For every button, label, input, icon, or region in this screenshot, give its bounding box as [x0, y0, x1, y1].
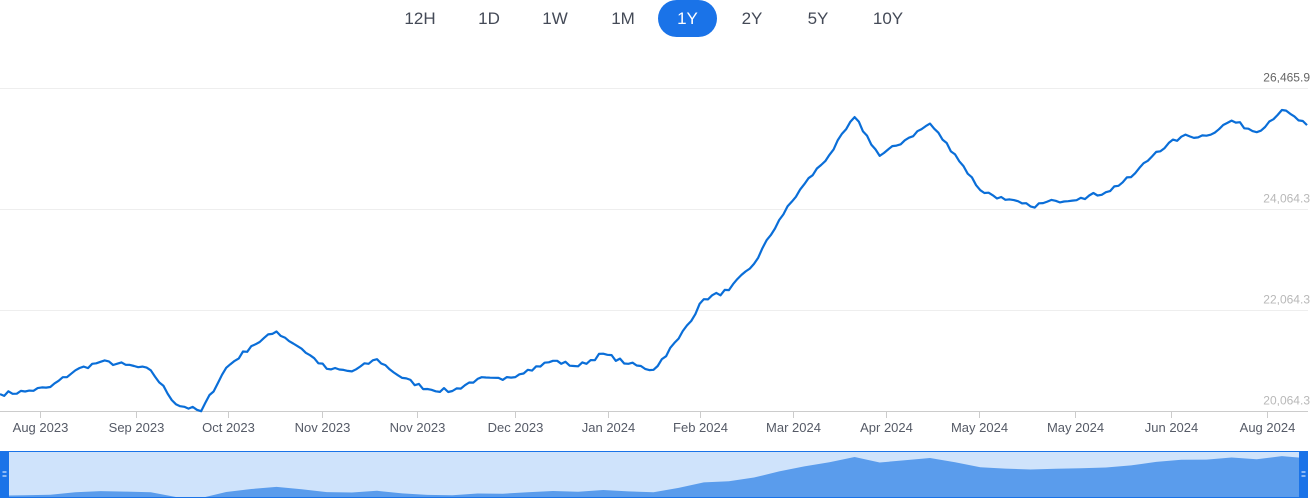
x-tick-label: Dec 2023 — [488, 420, 544, 435]
x-tick-label: Feb 2024 — [673, 420, 728, 435]
navigator-handle-left[interactable] — [0, 451, 9, 498]
range-button-12h[interactable]: 12H — [404, 9, 436, 28]
x-tick-label: May 2024 — [951, 420, 1008, 435]
x-tick-label: Aug 2024 — [1240, 420, 1296, 435]
y-tick-label: 26,465.9 — [1263, 71, 1310, 85]
x-tick-label: Nov 2023 — [295, 420, 351, 435]
navigator-series-area — [0, 456, 1307, 498]
range-button-1d[interactable]: 1D — [478, 9, 500, 28]
grid-lines — [0, 88, 1308, 412]
x-tick-label: Jun 2024 — [1145, 420, 1199, 435]
x-tick-label: Apr 2024 — [860, 420, 913, 435]
range-button-1w[interactable]: 1W — [542, 9, 568, 28]
range-button-1m[interactable]: 1M — [611, 9, 635, 28]
range-button-5y[interactable]: 5Y — [807, 9, 829, 28]
range-button-10y[interactable]: 10Y — [872, 9, 904, 28]
x-tick-label: Mar 2024 — [766, 420, 821, 435]
range-selector: 12H 1D 1W 1M 1Y 2Y 5Y 10Y — [0, 0, 1314, 38]
y-tick-label: 22,064.3 — [1263, 293, 1310, 307]
y-tick-label: 20,064.3 — [1263, 394, 1310, 408]
range-button-1y[interactable]: 1Y — [658, 0, 717, 37]
x-tick-label: Nov 2023 — [390, 420, 446, 435]
y-axis-ticks: 26,465.9 24,064.3 22,064.3 20,064.3 — [1263, 71, 1310, 408]
navigator[interactable] — [0, 451, 1308, 498]
x-tick-label: May 2024 — [1047, 420, 1104, 435]
x-tick-label: Aug 2023 — [13, 420, 69, 435]
x-tick-label: Sep 2023 — [109, 420, 165, 435]
y-tick-label: 24,064.3 — [1263, 192, 1310, 206]
x-tick-label: Oct 2023 — [202, 420, 255, 435]
x-tick-label: Jan 2024 — [582, 420, 636, 435]
price-series-line — [0, 108, 1308, 413]
x-axis-ticks: Aug 2023 Sep 2023 Oct 2023 Nov 2023 Nov 2023… — [13, 411, 1296, 435]
range-button-2y[interactable]: 2Y — [741, 9, 763, 28]
navigator-handle-right[interactable] — [1299, 451, 1308, 498]
